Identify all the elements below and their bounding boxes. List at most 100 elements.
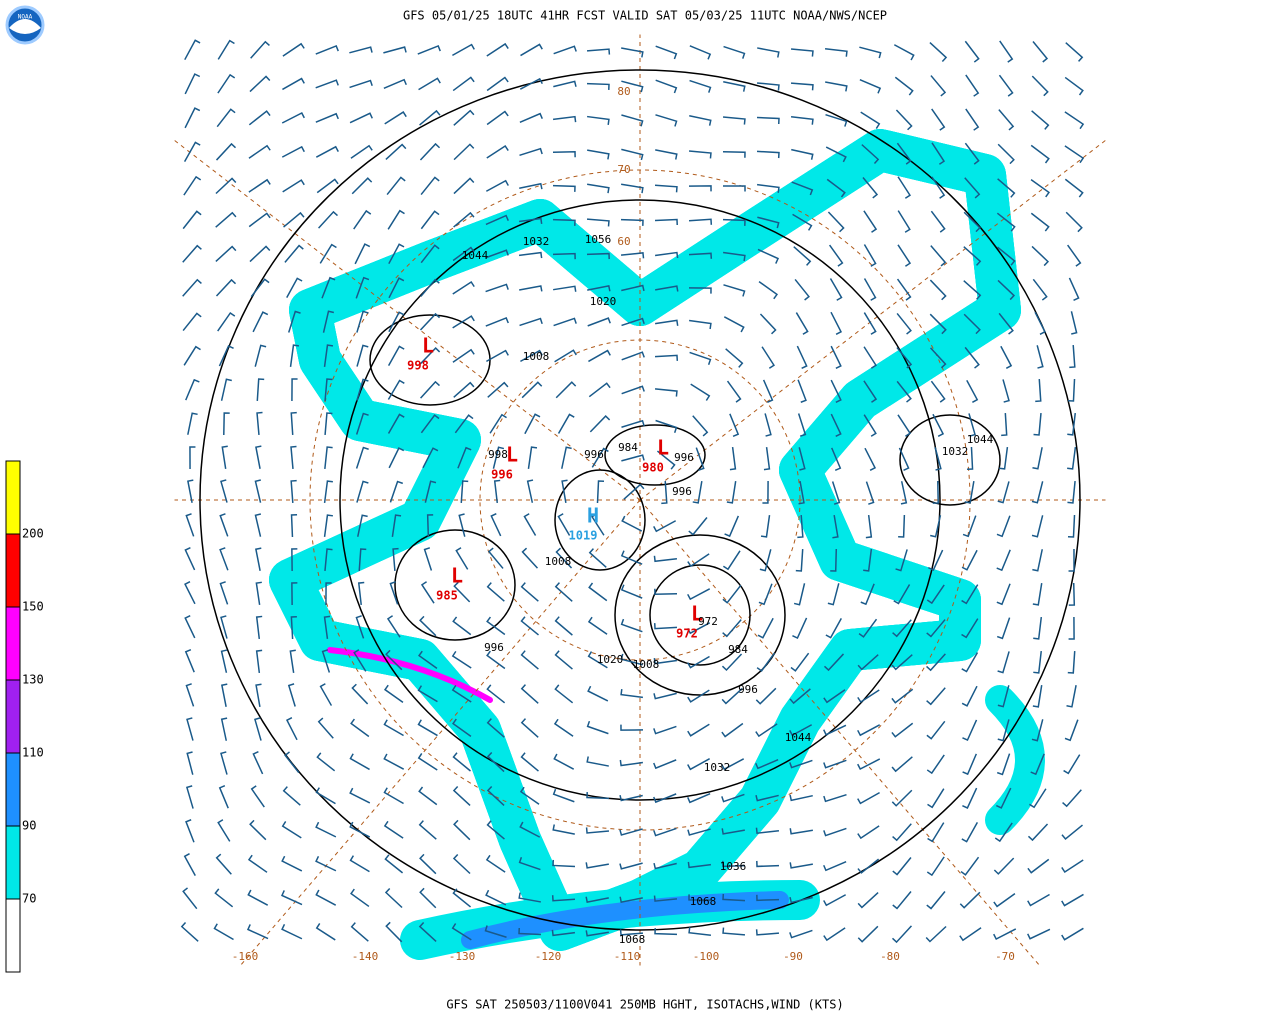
wind-barb <box>519 285 543 292</box>
wind-barb <box>793 246 812 266</box>
wind-barb <box>214 888 234 908</box>
wind-barb <box>997 685 1010 708</box>
wind-barb <box>620 218 644 226</box>
wind-barb <box>290 615 297 640</box>
wind-barb <box>551 895 576 902</box>
wind-barb <box>452 280 475 295</box>
wind-barb <box>722 584 742 604</box>
contour-label: 1020 <box>590 295 617 308</box>
title: GFS 05/01/25 18UTC 41HR FCST VALID SAT 0… <box>403 9 887 23</box>
wind-barb <box>388 311 405 333</box>
wind-barb <box>926 720 946 740</box>
wind-barb <box>486 650 506 670</box>
wind-barb <box>283 211 305 228</box>
wind-barb <box>620 689 644 699</box>
legend-base <box>5 898 21 973</box>
wind-barb <box>687 655 710 669</box>
wind-barb <box>762 480 769 504</box>
wind-barb <box>248 212 271 228</box>
wind-barb <box>316 752 336 772</box>
wind-barb <box>687 689 710 703</box>
wind-barb <box>248 178 271 193</box>
wind-barb <box>518 892 541 903</box>
wind-barb <box>420 380 440 399</box>
wind-barb <box>389 581 399 605</box>
wind-barb <box>184 107 201 129</box>
wind-barb <box>655 114 678 127</box>
wind-barb <box>418 650 438 670</box>
contour-label: 1020 <box>597 653 624 666</box>
wind-barb <box>552 788 575 803</box>
wind-barb <box>895 109 913 131</box>
pressure-center-value: 1019 <box>569 529 598 543</box>
wind-barb <box>355 276 370 299</box>
wind-barb <box>350 922 369 942</box>
wind-barb <box>182 887 198 910</box>
wind-barb <box>452 315 475 329</box>
wind-barb <box>457 446 472 469</box>
wind-barb <box>865 481 875 505</box>
wind-barb <box>688 185 712 192</box>
wind-barb <box>284 244 304 263</box>
wind-barb <box>452 43 475 57</box>
wind-barb <box>722 185 746 192</box>
wind-barb <box>1031 110 1050 130</box>
wind-barb <box>692 415 709 437</box>
wind-barb <box>830 345 842 369</box>
wind-barb <box>621 317 645 327</box>
wind-barb <box>655 419 678 433</box>
legend-label: 90 <box>22 819 36 833</box>
pressure-center-value: 972 <box>676 627 698 641</box>
pressure-center-symbol: L <box>506 443 518 467</box>
wind-barb <box>823 759 847 769</box>
wind-barb <box>661 480 668 505</box>
wind-barb <box>218 344 234 367</box>
pressure-center-value: 996 <box>491 468 513 482</box>
wind-barb <box>789 688 811 705</box>
wind-barb <box>926 584 945 605</box>
latitude-label: 70 <box>617 163 630 176</box>
wind-barb <box>1065 42 1084 62</box>
wind-barb <box>789 896 813 904</box>
wind-barb <box>621 148 644 161</box>
wind-barb <box>1027 858 1050 874</box>
wind-barb <box>755 929 780 936</box>
wind-barb <box>351 177 373 195</box>
wind-barb <box>318 210 338 229</box>
wind-barb <box>896 278 912 301</box>
wind-barb <box>315 145 339 158</box>
legend-label: 150 <box>22 600 44 614</box>
wind-barb <box>290 445 297 470</box>
wind-barb <box>1030 753 1045 776</box>
wind-barb <box>280 890 303 906</box>
wind-barb <box>797 413 807 437</box>
wind-barb <box>724 515 740 538</box>
wind-barb <box>289 649 296 673</box>
wind-barb <box>755 723 778 738</box>
contour-label: 1044 <box>462 249 489 262</box>
wind-barb <box>621 47 644 58</box>
wind-barb <box>460 480 469 504</box>
wind-barb <box>282 42 305 57</box>
wind-barb <box>653 827 677 837</box>
wind-barb <box>552 824 575 835</box>
contour-label: 1008 <box>633 658 660 671</box>
wind-barb <box>217 73 236 94</box>
wind-barb <box>1064 76 1084 96</box>
wind-barb <box>798 481 805 505</box>
wind-barb <box>384 887 403 909</box>
contour-label: 1068 <box>619 933 646 946</box>
wind-barb <box>653 759 677 770</box>
wind-barb <box>453 819 471 841</box>
wind-barb <box>857 858 880 874</box>
wind-barb <box>555 547 573 569</box>
wind-barb <box>654 588 678 596</box>
wind-barb <box>863 278 877 301</box>
wind-barb <box>217 819 231 842</box>
wind-barb <box>182 210 202 230</box>
wind-barb <box>930 210 946 233</box>
wind-barb <box>689 79 712 93</box>
wind-barb <box>1067 244 1082 267</box>
wind-barb <box>189 446 196 470</box>
wind-barb <box>891 722 914 738</box>
